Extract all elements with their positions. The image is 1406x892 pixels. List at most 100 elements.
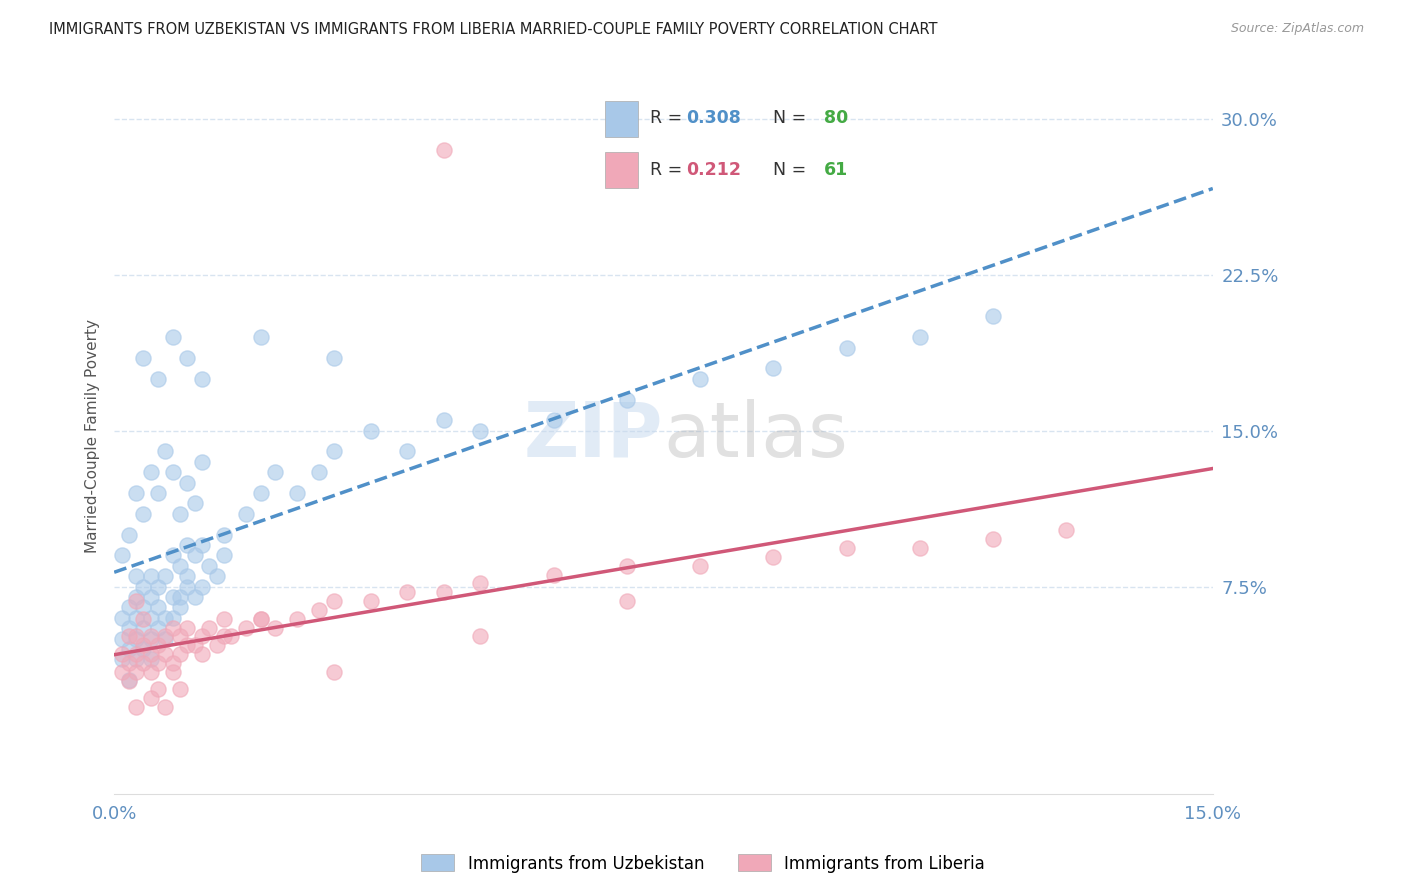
Point <box>155 700 177 714</box>
Point <box>360 424 382 438</box>
Point <box>132 351 155 365</box>
Point <box>176 351 198 365</box>
Point <box>249 612 271 626</box>
Text: 80: 80 <box>824 110 848 128</box>
Point <box>118 641 141 656</box>
Point <box>176 475 198 490</box>
Point <box>176 580 198 594</box>
Point <box>176 538 198 552</box>
Point <box>146 621 169 635</box>
Point <box>162 656 184 670</box>
Point <box>146 638 169 652</box>
Point <box>249 612 271 626</box>
Point <box>835 541 858 555</box>
Point <box>132 641 155 656</box>
Y-axis label: Married-Couple Family Poverty: Married-Couple Family Poverty <box>86 319 100 553</box>
Point <box>132 621 155 635</box>
Point <box>139 465 162 479</box>
Point <box>433 585 456 599</box>
Point <box>146 682 169 697</box>
Point <box>162 621 184 635</box>
Point <box>139 647 162 661</box>
Point <box>139 590 162 604</box>
Point <box>139 652 162 666</box>
Point <box>146 372 169 386</box>
Text: Source: ZipAtlas.com: Source: ZipAtlas.com <box>1230 22 1364 36</box>
Point <box>169 558 191 573</box>
Point <box>139 629 162 643</box>
Point <box>221 629 243 643</box>
Point <box>139 691 162 706</box>
Point <box>125 652 148 666</box>
Point <box>184 638 207 652</box>
Point <box>162 665 184 679</box>
Point <box>322 351 344 365</box>
Legend: Immigrants from Uzbekistan, Immigrants from Liberia: Immigrants from Uzbekistan, Immigrants f… <box>415 847 991 880</box>
Point <box>908 541 931 555</box>
Point <box>433 143 456 157</box>
Point <box>264 621 287 635</box>
Text: 61: 61 <box>824 161 848 178</box>
Point <box>308 603 330 617</box>
Point <box>689 372 711 386</box>
Point <box>110 632 132 646</box>
Point <box>191 647 214 661</box>
Point <box>396 585 419 599</box>
Point <box>110 549 132 563</box>
Text: R =: R = <box>650 110 688 128</box>
Point <box>162 611 184 625</box>
Point <box>110 611 132 625</box>
Point <box>155 632 177 646</box>
FancyBboxPatch shape <box>605 101 638 136</box>
Point <box>360 594 382 608</box>
Text: N =: N = <box>762 110 811 128</box>
Text: N =: N = <box>762 161 811 178</box>
Point <box>191 629 214 643</box>
Point <box>146 580 169 594</box>
Point <box>118 656 141 670</box>
FancyBboxPatch shape <box>605 153 638 188</box>
Point <box>184 549 207 563</box>
Point <box>264 465 287 479</box>
Point <box>176 621 198 635</box>
Point <box>125 632 148 646</box>
Point <box>132 580 155 594</box>
Point <box>470 576 492 591</box>
Point <box>169 629 191 643</box>
Point <box>212 612 235 626</box>
Point <box>616 392 638 407</box>
Point <box>616 558 638 573</box>
Point <box>470 629 492 643</box>
Point <box>191 455 214 469</box>
Point <box>169 590 191 604</box>
Point <box>249 486 271 500</box>
Point <box>198 621 221 635</box>
Point <box>125 665 148 679</box>
Point <box>176 569 198 583</box>
Point <box>125 700 148 714</box>
Point <box>146 486 169 500</box>
Point <box>835 341 858 355</box>
Point <box>110 652 132 666</box>
Point <box>322 594 344 608</box>
Point <box>125 569 148 583</box>
Point <box>162 590 184 604</box>
Point <box>169 647 191 661</box>
Point <box>125 590 148 604</box>
Point <box>191 580 214 594</box>
Point <box>110 647 132 661</box>
Point <box>176 638 198 652</box>
Point <box>470 424 492 438</box>
Point <box>191 372 214 386</box>
Point <box>132 612 155 626</box>
Point <box>169 682 191 697</box>
Point <box>981 533 1004 547</box>
Point <box>125 594 148 608</box>
Point <box>139 611 162 625</box>
Text: ZIP: ZIP <box>524 399 664 473</box>
Point <box>322 665 344 679</box>
Point <box>118 600 141 615</box>
Text: R =: R = <box>650 161 688 178</box>
Point <box>155 611 177 625</box>
Point <box>132 638 155 652</box>
